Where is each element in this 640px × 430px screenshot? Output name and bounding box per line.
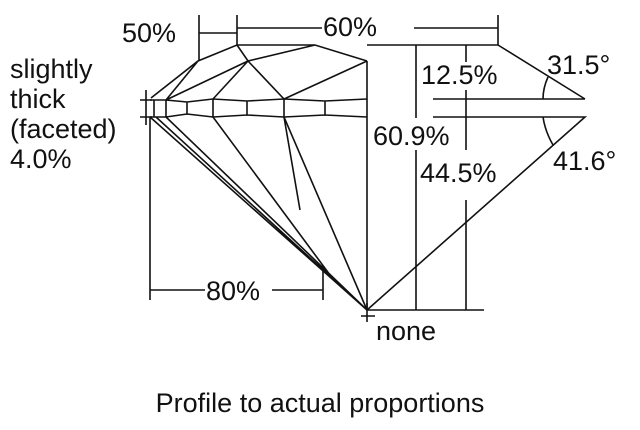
crown-angle-label: 31.5°: [547, 50, 611, 80]
star-label: 50%: [122, 18, 177, 48]
pavilion-facets: [149, 116, 368, 311]
right-profile: [366, 44, 588, 311]
girdle-label-1: slightly: [10, 54, 93, 84]
star-dimension: [198, 15, 238, 61]
depth-lines: [415, 45, 467, 310]
lower-half-label: 80%: [206, 276, 261, 306]
table-dimension: [237, 15, 499, 45]
girdle-label-2: thick: [10, 84, 66, 114]
pavilion-angle-label: 41.6°: [553, 146, 617, 176]
lower-half-dimension: [149, 117, 324, 300]
caption: Profile to actual proportions: [155, 388, 485, 418]
table-label: 60%: [322, 12, 379, 42]
culet-label: none: [376, 316, 437, 346]
crown-angle-arc: [542, 76, 549, 100]
pavilion-angle-arc: [542, 116, 554, 146]
total-depth-label: 60.9%: [372, 121, 451, 151]
girdle-label-3: (faceted): [10, 114, 117, 144]
pavilion-depth-label: 44.5%: [419, 158, 498, 188]
crown-height-label: 12.5%: [420, 60, 499, 90]
crown-facets: [150, 44, 368, 101]
girdle: [150, 98, 368, 118]
girdle-value: 4.0%: [10, 144, 72, 174]
culet-cross: [361, 303, 375, 322]
